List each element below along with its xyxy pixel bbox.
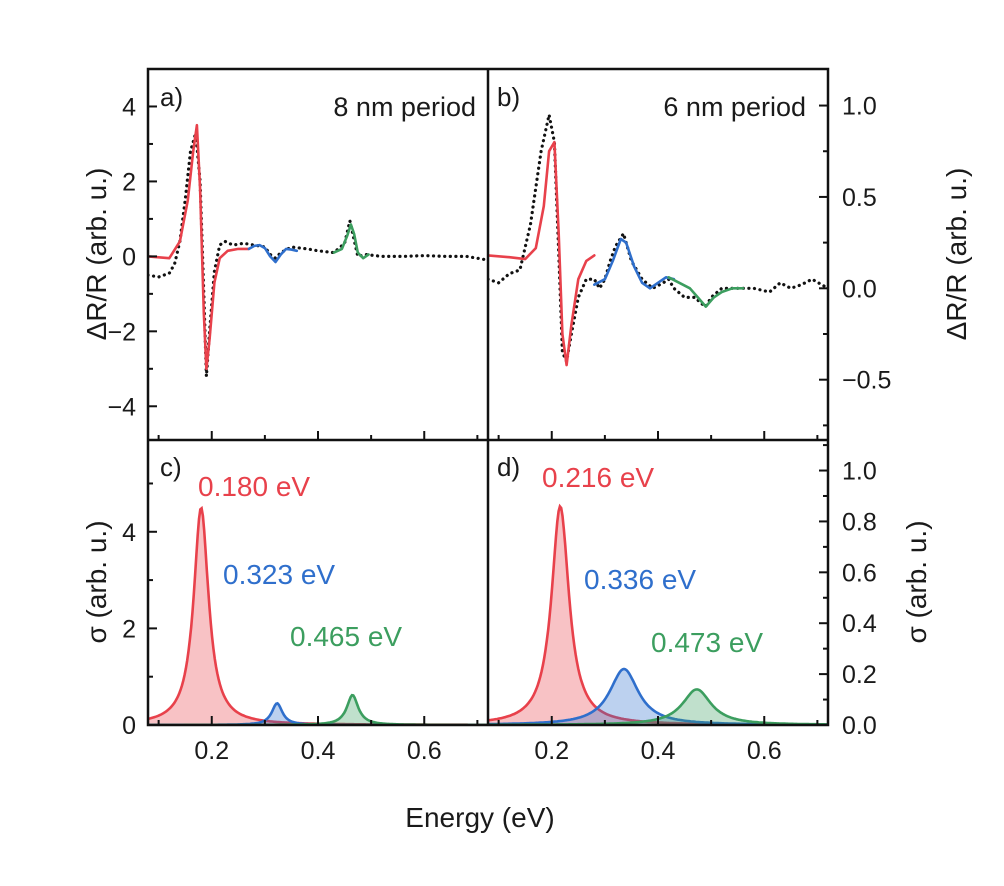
x-axis-title: Energy (eV)	[405, 802, 554, 833]
x-tick-label-d: 0.6	[747, 737, 782, 765]
figure-frame	[146, 67, 830, 727]
x-tick-label-d: 0.4	[641, 737, 676, 765]
peak-label: 0.323 eV	[223, 559, 335, 590]
panel-label-a: a)	[160, 82, 183, 112]
y-axis-title-c: σ (arb. u.)	[81, 520, 112, 643]
x-tick-label-c: 0.2	[194, 737, 229, 765]
y-axis-title-a: ΔR/R (arb. u.)	[81, 168, 112, 341]
y-tick-label-b: 0.5	[842, 184, 877, 212]
series-fit-0-216-ev-line	[488, 140, 596, 367]
panel-label-b: b)	[497, 82, 520, 112]
y-tick-label-c: 4	[122, 519, 136, 547]
peak-label: 0.473 eV	[651, 627, 763, 658]
x-tick-label-d: 0.2	[534, 737, 569, 765]
peak-0-216-eV-area	[488, 506, 828, 725]
y-axis-title-d: σ (arb. u.)	[901, 520, 932, 643]
peak-label: 0.180 eV	[198, 471, 310, 502]
series-fit-0-336-ev-line	[593, 237, 676, 290]
labels-layer: Energy (eV) −4 −2 0 2 4 a) 8 nm period ΔR/R (ar…	[81, 82, 972, 833]
peak-label: 0.336 eV	[584, 564, 696, 595]
y-tick-label-c: 0	[122, 712, 136, 740]
panel-label-c: c)	[160, 452, 182, 482]
y-tick-label-a: 0	[122, 243, 136, 271]
x-tick-label-c: 0.6	[407, 737, 442, 765]
y-tick-label-d: 0.8	[842, 508, 877, 536]
y-tick-label-a: 2	[122, 168, 136, 196]
y-tick-label-d: 0.2	[842, 661, 877, 689]
panel-title-a: 8 nm period	[333, 92, 476, 122]
y-tick-label-b: −0.5	[842, 367, 891, 395]
x-tick-label-c: 0.4	[301, 737, 336, 765]
y-tick-label-a: −4	[107, 393, 136, 421]
y-tick-label-c: 2	[122, 615, 136, 643]
y-tick-label-d: 1.0	[842, 458, 877, 486]
panel-c-plot	[148, 505, 488, 725]
y-axis-title-b: ΔR/R (arb. u.)	[941, 168, 972, 341]
series-fit-0-180-ev-line	[148, 123, 251, 371]
y-tick-label-d: 0.0	[842, 712, 877, 740]
panel-a-plot	[148, 123, 488, 378]
series-fit-0-323-ev-line	[247, 243, 299, 264]
y-tick-label-a: −2	[107, 318, 136, 346]
panel-title-b: 6 nm period	[663, 92, 806, 122]
y-tick-label-a: 4	[122, 93, 136, 121]
peak-0-180-eV-area	[148, 508, 488, 725]
y-tick-label-b: 1.0	[842, 93, 877, 121]
series-fit-0-465-ev-line	[332, 223, 370, 260]
peak-label: 0.465 eV	[290, 621, 402, 652]
y-tick-label-b: 0.0	[842, 275, 877, 303]
panel-d-plot	[488, 503, 828, 725]
peak-label: 0.216 eV	[542, 462, 654, 493]
y-tick-label-d: 0.4	[842, 610, 877, 638]
panel-label-d: d)	[497, 452, 520, 482]
panel-b-plot	[488, 113, 828, 367]
y-tick-label-d: 0.6	[842, 559, 877, 587]
series-fit-0-473-ev-line	[667, 276, 745, 308]
